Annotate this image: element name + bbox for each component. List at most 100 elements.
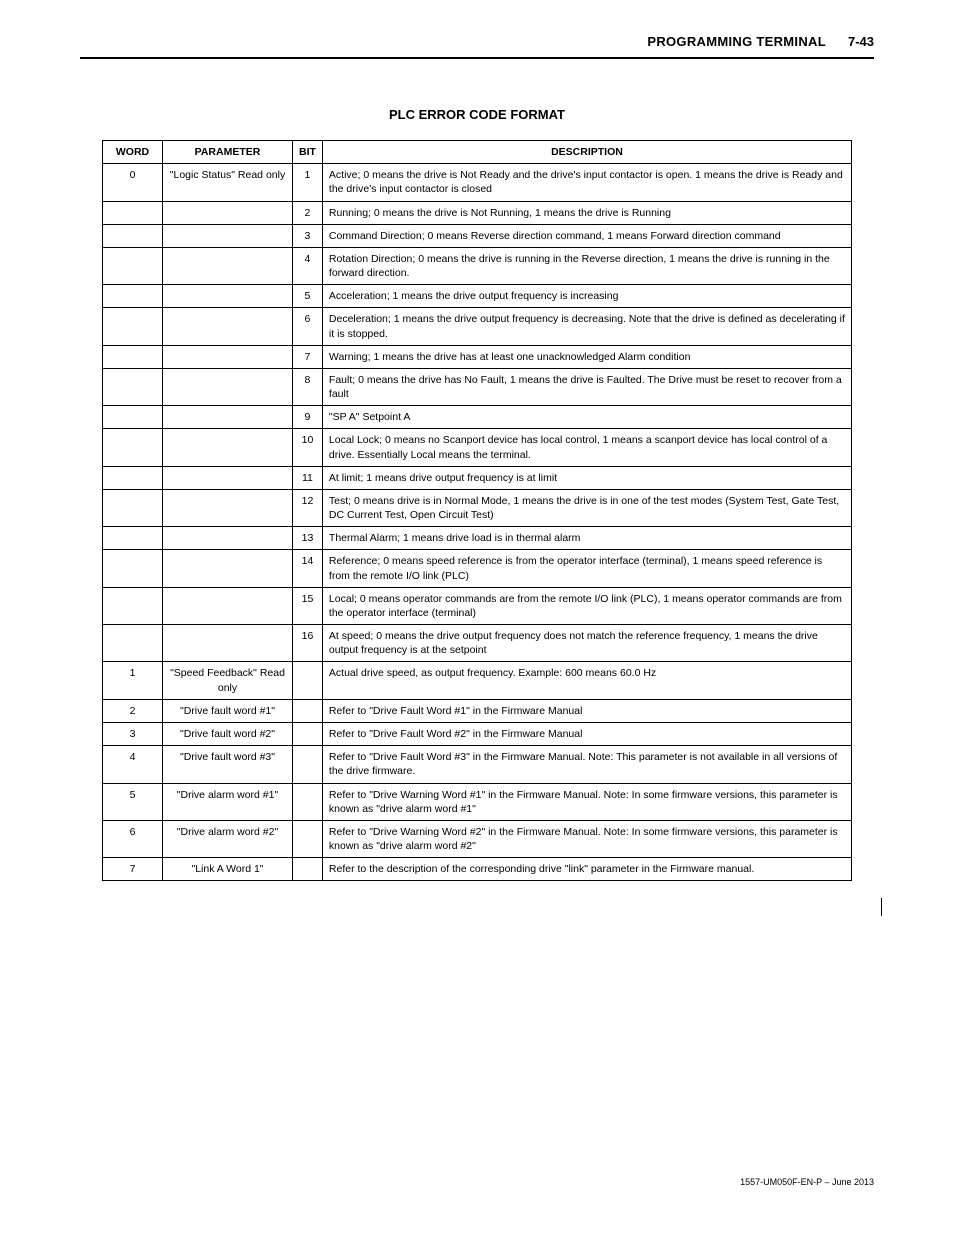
table-row: 13 Thermal Alarm; 1 means drive load is …: [103, 527, 852, 550]
cell-desc: Refer to "Drive Fault Word #3" in the Fi…: [322, 746, 851, 783]
cell-param: [163, 224, 293, 247]
cell-param: "Speed Feedback" Read only: [163, 662, 293, 699]
cell-desc: Fault; 0 means the drive has No Fault, 1…: [322, 368, 851, 405]
cell-param: "Logic Status" Read only: [163, 164, 293, 201]
cell-param: "Drive fault word #1": [163, 699, 293, 722]
cell-bit: [293, 820, 323, 857]
cell-param: [163, 527, 293, 550]
cell-bit: [293, 783, 323, 820]
cell-word: [103, 527, 163, 550]
cell-param: [163, 429, 293, 466]
cell-bit: [293, 722, 323, 745]
table-row: 6 "Drive alarm word #2" Refer to "Drive …: [103, 820, 852, 857]
cell-bit: 10: [293, 429, 323, 466]
table-row: 7 Warning; 1 means the drive has at leas…: [103, 345, 852, 368]
table-row: 3 Command Direction; 0 means Reverse dir…: [103, 224, 852, 247]
table-row: 3 "Drive fault word #2" Refer to "Drive …: [103, 722, 852, 745]
cell-desc: "SP A" Setpoint A: [322, 406, 851, 429]
cell-word: 6: [103, 820, 163, 857]
cell-param: [163, 285, 293, 308]
table-row: 9 "SP A" Setpoint A: [103, 406, 852, 429]
cell-word: 5: [103, 783, 163, 820]
cell-word: [103, 285, 163, 308]
cell-bit: 7: [293, 345, 323, 368]
cell-bit: 11: [293, 466, 323, 489]
cell-bit: 5: [293, 285, 323, 308]
cell-desc: Actual drive speed, as output frequency.…: [322, 662, 851, 699]
plc-error-table: WORD PARAMETER BIT DESCRIPTION 0 "Logic …: [102, 140, 852, 881]
table-row: 11 At limit; 1 means drive output freque…: [103, 466, 852, 489]
cell-param: "Drive alarm word #1": [163, 783, 293, 820]
cell-param: [163, 466, 293, 489]
cell-desc: Running; 0 means the drive is Not Runnin…: [322, 201, 851, 224]
cell-word: 2: [103, 699, 163, 722]
cell-param: [163, 368, 293, 405]
revision-mark: [881, 898, 882, 916]
cell-param: [163, 247, 293, 284]
cell-param: [163, 587, 293, 624]
cell-word: [103, 406, 163, 429]
cell-word: [103, 345, 163, 368]
cell-desc: At speed; 0 means the drive output frequ…: [322, 625, 851, 662]
table-row: 14 Reference; 0 means speed reference is…: [103, 550, 852, 587]
cell-bit: [293, 858, 323, 881]
cell-bit: 12: [293, 489, 323, 526]
cell-word: 3: [103, 722, 163, 745]
cell-word: [103, 247, 163, 284]
cell-desc: Active; 0 means the drive is Not Ready a…: [322, 164, 851, 201]
col-header-desc: DESCRIPTION: [322, 141, 851, 164]
cell-bit: 9: [293, 406, 323, 429]
cell-param: [163, 625, 293, 662]
cell-desc: Thermal Alarm; 1 means drive load is in …: [322, 527, 851, 550]
cell-param: [163, 308, 293, 345]
col-header-bit: BIT: [293, 141, 323, 164]
cell-word: [103, 201, 163, 224]
table-row: 5 "Drive alarm word #1" Refer to "Drive …: [103, 783, 852, 820]
cell-word: [103, 489, 163, 526]
cell-desc: Test; 0 means drive is in Normal Mode, 1…: [322, 489, 851, 526]
cell-desc: Command Direction; 0 means Reverse direc…: [322, 224, 851, 247]
cell-word: [103, 550, 163, 587]
cell-word: [103, 466, 163, 489]
table-header-row: WORD PARAMETER BIT DESCRIPTION: [103, 141, 852, 164]
cell-bit: 2: [293, 201, 323, 224]
table-row: 5 Acceleration; 1 means the drive output…: [103, 285, 852, 308]
col-header-word: WORD: [103, 141, 163, 164]
cell-word: [103, 224, 163, 247]
cell-desc: Deceleration; 1 means the drive output f…: [322, 308, 851, 345]
cell-word: [103, 308, 163, 345]
col-header-param: PARAMETER: [163, 141, 293, 164]
cell-param: "Drive fault word #3": [163, 746, 293, 783]
cell-bit: 8: [293, 368, 323, 405]
table-row: 1 "Speed Feedback" Read only Actual driv…: [103, 662, 852, 699]
cell-bit: [293, 662, 323, 699]
cell-bit: 16: [293, 625, 323, 662]
cell-word: [103, 587, 163, 624]
table-row: 2 "Drive fault word #1" Refer to "Drive …: [103, 699, 852, 722]
cell-word: [103, 625, 163, 662]
cell-desc: Refer to "Drive Warning Word #1" in the …: [322, 783, 851, 820]
section-title: PLC ERROR CODE FORMAT: [80, 107, 874, 122]
cell-param: [163, 345, 293, 368]
cell-desc: Rotation Direction; 0 means the drive is…: [322, 247, 851, 284]
cell-desc: Refer to "Drive Warning Word #2" in the …: [322, 820, 851, 857]
cell-bit: [293, 699, 323, 722]
cell-desc: Local Lock; 0 means no Scanport device h…: [322, 429, 851, 466]
table-row: 2 Running; 0 means the drive is Not Runn…: [103, 201, 852, 224]
table-row: 4 Rotation Direction; 0 means the drive …: [103, 247, 852, 284]
cell-param: "Drive alarm word #2": [163, 820, 293, 857]
cell-bit: [293, 746, 323, 783]
cell-bit: 15: [293, 587, 323, 624]
cell-word: 4: [103, 746, 163, 783]
table-row: 8 Fault; 0 means the drive has No Fault,…: [103, 368, 852, 405]
table-row: 12 Test; 0 means drive is in Normal Mode…: [103, 489, 852, 526]
cell-desc: Refer to "Drive Fault Word #1" in the Fi…: [322, 699, 851, 722]
cell-word: 7: [103, 858, 163, 881]
cell-word: [103, 368, 163, 405]
cell-param: "Drive fault word #2": [163, 722, 293, 745]
cell-bit: 1: [293, 164, 323, 201]
cell-bit: 3: [293, 224, 323, 247]
table-row: 15 Local; 0 means operator commands are …: [103, 587, 852, 624]
table-row: 16 At speed; 0 means the drive output fr…: [103, 625, 852, 662]
footer-text: 1557-UM050F-EN-P – June 2013: [740, 1177, 874, 1187]
